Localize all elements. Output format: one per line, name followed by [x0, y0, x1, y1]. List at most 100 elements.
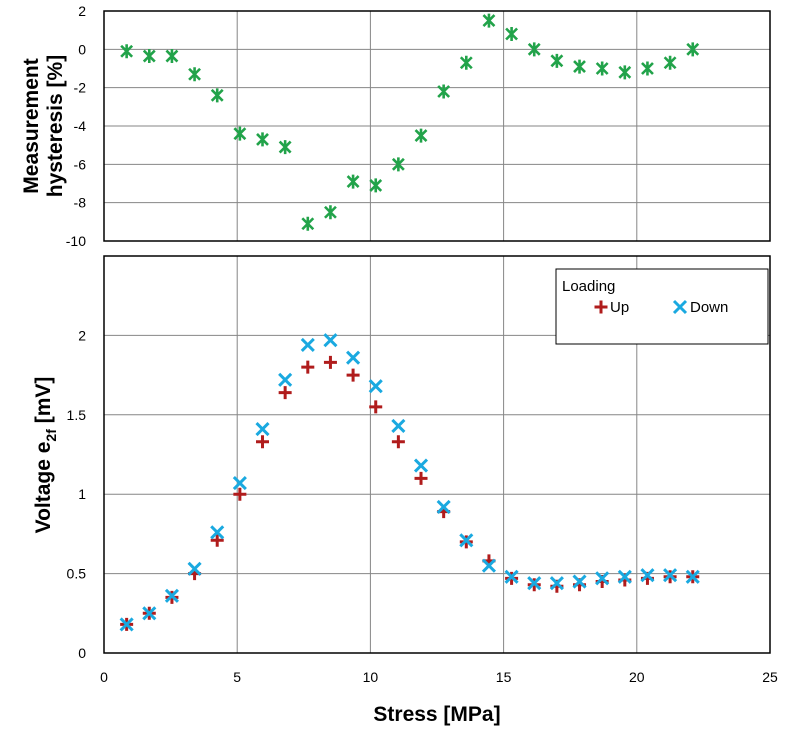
- bottom-y-axis-title-sub: 2f: [43, 429, 59, 442]
- hysteresis-point: [595, 61, 609, 76]
- legend-up-symbol: [594, 300, 608, 314]
- bottom-plot-frame: [103, 255, 771, 654]
- bottom-y-tick-label: 0: [78, 645, 86, 661]
- hysteresis-point: [256, 132, 269, 147]
- up-point: [210, 533, 224, 547]
- legend-up-label: Up: [610, 299, 629, 316]
- hysteresis-point: [120, 44, 134, 59]
- legend-box: [555, 268, 769, 345]
- top-plot-points: [120, 13, 700, 231]
- up-point: [323, 355, 337, 369]
- x-tick-label: 15: [496, 669, 512, 685]
- hysteresis-point: [188, 67, 201, 82]
- x-axis-title: Stress [MPa]: [373, 703, 500, 726]
- legend: Loading Up Down: [555, 268, 769, 345]
- up-point: [278, 386, 292, 400]
- top-y-tick-label: -2: [74, 80, 87, 96]
- down-point: [527, 576, 542, 591]
- down-point: [481, 558, 497, 573]
- hysteresis-point: [346, 174, 360, 189]
- legend-up-marker: [594, 300, 608, 314]
- hysteresis-point: [437, 84, 451, 99]
- x-tick-label: 10: [363, 669, 379, 685]
- down-point: [119, 617, 134, 632]
- bottom-y-tick-label: 2: [78, 327, 86, 343]
- top-y-tick-label: -10: [66, 233, 86, 249]
- bottom-y-axis-title-tail: [mV]: [32, 377, 55, 430]
- up-point: [346, 368, 360, 382]
- down-point: [142, 606, 157, 621]
- down-point: [640, 568, 655, 583]
- bottom-y-tick-label: 0.5: [67, 566, 87, 582]
- up-point: [391, 435, 405, 449]
- down-point: [391, 418, 406, 433]
- x-tick-label: 0: [100, 669, 108, 685]
- top-y-axis-title-line-1: Measurement: [20, 58, 43, 193]
- bottom-y-axis-title: Voltage e2f [mV]: [32, 377, 59, 534]
- down-point: [278, 372, 293, 387]
- hysteresis-point: [686, 42, 700, 57]
- hysteresis-point: [641, 61, 654, 76]
- down-point: [595, 571, 610, 586]
- top-plot-frame: [103, 10, 771, 242]
- top-plot-grid: [104, 11, 770, 241]
- hysteresis-point: [301, 216, 315, 231]
- down-point: [164, 588, 179, 603]
- hysteresis-point: [210, 88, 224, 103]
- top-y-tick-label: -8: [74, 195, 87, 211]
- x-tick-label: 20: [629, 669, 645, 685]
- hysteresis-point: [369, 178, 383, 193]
- bottom-y-tick-label: 1.5: [67, 407, 87, 423]
- hysteresis-point: [618, 65, 632, 80]
- bottom-plot-ticks: 0 5 10 15 20 25 0 0.5 1 1.5 2: [67, 327, 778, 685]
- down-point: [210, 525, 225, 540]
- hysteresis-point: [459, 55, 473, 70]
- top-y-axis-title-line-2: hysteresis [%]: [44, 55, 67, 197]
- bottom-plot-points: [119, 333, 700, 632]
- hysteresis-point: [527, 42, 541, 57]
- down-point: [368, 379, 383, 394]
- legend-down-marker: [672, 299, 688, 315]
- hysteresis-point: [663, 55, 677, 70]
- hysteresis-point: [573, 59, 586, 74]
- up-point: [233, 487, 247, 501]
- up-point: [301, 360, 315, 374]
- x-tick-label: 25: [762, 669, 778, 685]
- down-point: [685, 569, 700, 584]
- top-y-tick-label: 0: [78, 41, 86, 57]
- hysteresis-point: [165, 49, 179, 64]
- hysteresis-point: [324, 205, 337, 220]
- down-point: [187, 561, 202, 576]
- legend-title: Loading: [562, 278, 615, 295]
- top-y-tick-label: -6: [74, 156, 87, 172]
- down-point: [617, 569, 632, 584]
- down-point: [413, 458, 429, 473]
- hysteresis-point: [142, 49, 156, 64]
- top-y-tick-label: 2: [78, 3, 86, 19]
- down-point: [255, 422, 270, 437]
- down-point: [549, 576, 564, 591]
- bottom-plot-grid: [104, 256, 770, 653]
- top-plot-y-ticks: 2 0 -2 -4 -6 -8 -10: [66, 3, 86, 249]
- down-point: [346, 350, 361, 365]
- hysteresis-point: [233, 126, 247, 141]
- down-point: [232, 476, 247, 491]
- legend-down-symbol: [672, 299, 688, 315]
- down-point: [436, 499, 451, 514]
- down-point: [323, 333, 338, 348]
- down-point: [504, 569, 519, 584]
- down-point: [459, 533, 474, 548]
- top-y-tick-label: -4: [74, 118, 87, 134]
- hysteresis-point: [278, 140, 292, 155]
- bottom-y-tick-label: 1: [78, 486, 86, 502]
- x-tick-label: 5: [233, 669, 241, 685]
- hysteresis-point: [482, 13, 496, 28]
- hysteresis-point: [505, 27, 519, 41]
- down-point: [663, 568, 678, 583]
- up-point: [256, 435, 270, 449]
- up-point: [369, 400, 383, 414]
- legend-down-label: Down: [690, 299, 728, 316]
- up-point: [414, 471, 428, 485]
